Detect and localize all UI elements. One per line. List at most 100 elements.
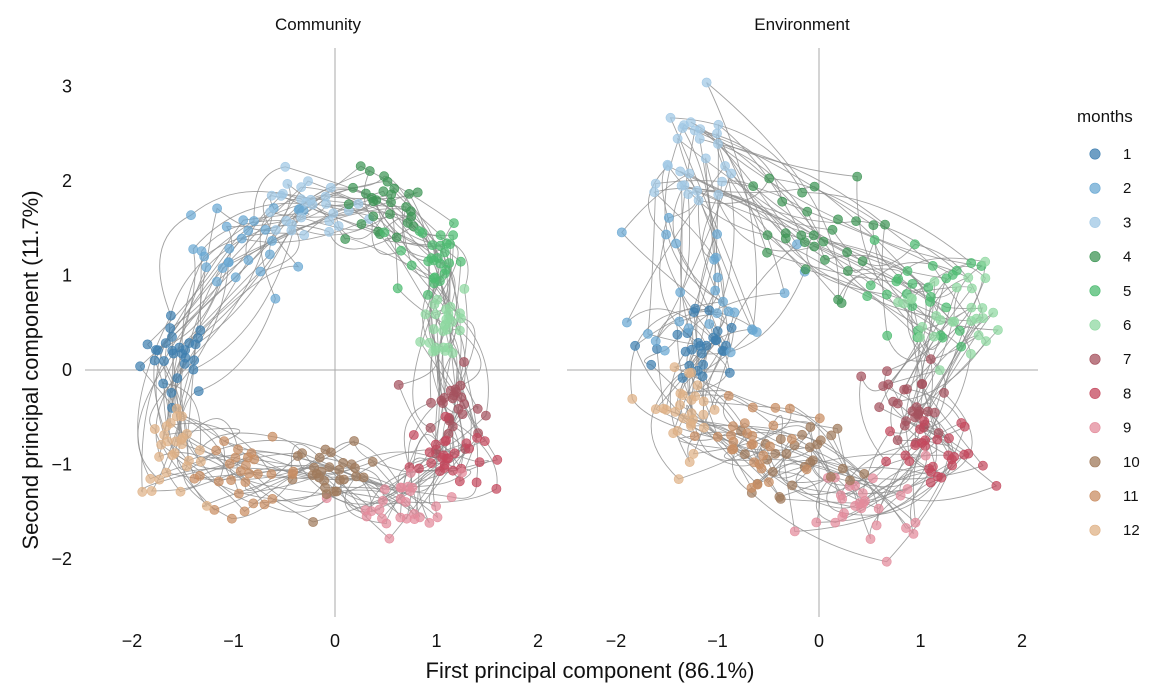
data-point-month-4: [412, 187, 423, 198]
data-point-month-6: [935, 315, 946, 325]
data-point-month-6: [428, 324, 439, 335]
data-point-month-5: [869, 235, 880, 245]
data-point-month-1: [166, 387, 177, 398]
data-point-month-3: [328, 208, 339, 219]
data-point-month-11: [814, 413, 825, 424]
data-point-month-11: [267, 431, 278, 442]
data-point-month-11: [233, 488, 244, 499]
data-point-month-11: [224, 458, 235, 469]
data-point-month-1: [672, 329, 683, 340]
data-point-month-4: [401, 202, 411, 212]
data-point-month-8: [920, 440, 930, 451]
data-point-month-6: [977, 303, 988, 313]
data-point-month-11: [226, 475, 236, 485]
data-point-month-12: [201, 500, 212, 511]
data-point-month-3: [266, 190, 277, 201]
data-point-month-12: [684, 457, 695, 467]
data-point-month-9: [431, 501, 441, 512]
data-point-month-9: [895, 490, 906, 501]
data-point-month-7: [856, 371, 867, 382]
data-point-month-11: [739, 418, 750, 428]
data-point-month-1: [680, 346, 691, 357]
data-point-month-11: [252, 469, 263, 479]
legend-swatch: [1089, 285, 1101, 297]
data-point-month-2: [188, 244, 199, 254]
data-point-month-3: [296, 212, 307, 223]
points: [616, 77, 1003, 567]
data-point-month-10: [826, 471, 836, 482]
data-point-month-5: [910, 239, 920, 250]
data-point-month-12: [669, 362, 680, 372]
data-point-month-4: [389, 183, 400, 194]
data-point-month-11: [239, 506, 250, 517]
data-point-month-6: [966, 348, 976, 359]
data-point-month-6: [447, 348, 458, 359]
data-point-month-11: [712, 431, 723, 442]
data-point-month-9: [403, 481, 414, 492]
data-point-month-10: [781, 449, 792, 459]
data-point-month-10: [805, 422, 816, 432]
data-point-month-8: [491, 483, 502, 494]
data-point-month-8: [492, 454, 503, 465]
data-point-month-9: [379, 484, 390, 495]
data-point-month-10: [770, 448, 781, 459]
data-point-month-3: [649, 187, 660, 198]
data-point-month-4: [833, 214, 843, 225]
data-point-month-6: [993, 325, 1003, 335]
legend-swatch: [1089, 387, 1101, 399]
data-point-month-7: [393, 379, 404, 390]
data-point-month-4: [777, 196, 788, 207]
data-point-month-1: [165, 323, 176, 334]
data-point-month-12: [149, 424, 160, 434]
legend-label: 6: [1123, 317, 1131, 334]
data-point-month-1: [149, 355, 160, 366]
data-point-month-6: [971, 313, 982, 324]
x-tick-label: 1: [431, 631, 441, 651]
data-point-month-12: [670, 406, 681, 417]
data-point-month-6: [442, 324, 452, 335]
data-point-month-2: [270, 293, 281, 304]
data-point-month-8: [949, 451, 959, 462]
data-point-month-7: [447, 421, 458, 432]
data-point-month-10: [807, 455, 818, 466]
data-point-month-6: [967, 283, 977, 294]
data-point-month-1: [180, 352, 191, 363]
data-point-month-3: [324, 216, 335, 226]
data-point-month-11: [768, 420, 779, 431]
panel-title: Environment: [754, 15, 850, 34]
data-point-month-6: [963, 272, 974, 283]
data-point-month-4: [808, 230, 819, 241]
data-point-month-9: [873, 503, 884, 514]
data-point-month-9: [457, 467, 467, 478]
data-point-month-8: [919, 416, 930, 427]
data-point-month-10: [832, 423, 843, 434]
data-point-month-6: [454, 325, 465, 336]
data-point-month-9: [908, 529, 919, 539]
data-point-month-10: [826, 430, 837, 441]
data-point-month-4: [748, 181, 759, 191]
data-point-month-6: [441, 314, 452, 325]
data-point-month-10: [292, 451, 303, 461]
data-point-month-10: [787, 480, 797, 491]
data-point-month-12: [688, 448, 699, 459]
data-point-month-3: [675, 166, 686, 177]
legend-label: 9: [1123, 420, 1131, 437]
panel-environment: Environment: [567, 15, 1038, 617]
trajectory-line: [626, 165, 972, 502]
data-point-month-7: [425, 422, 436, 433]
legend-label: 11: [1123, 488, 1139, 505]
legend-label: 3: [1123, 214, 1131, 231]
data-point-month-12: [162, 436, 173, 447]
trajectory-line: [669, 117, 973, 540]
data-point-month-8: [443, 453, 454, 464]
data-point-month-9: [854, 498, 865, 508]
data-point-month-5: [448, 218, 459, 228]
data-point-month-6: [973, 330, 984, 341]
data-point-month-11: [726, 430, 736, 441]
data-point-month-9: [871, 520, 882, 531]
legend-swatch: [1089, 216, 1101, 228]
x-tick-label: −1: [707, 631, 728, 651]
data-point-month-4: [391, 232, 402, 243]
data-point-month-6: [456, 313, 466, 324]
data-point-month-4: [800, 264, 811, 275]
